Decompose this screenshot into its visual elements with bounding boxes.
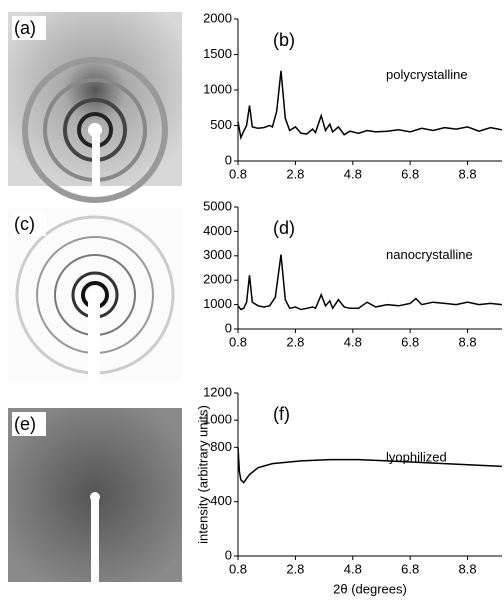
image-label: (e) [14, 414, 36, 434]
x-tick-label: 6.8 [401, 561, 419, 576]
series-label: lyophilized [386, 450, 447, 465]
x-tick-label: 2.8 [286, 334, 304, 349]
y-tick-label: 5000 [203, 198, 232, 213]
y-axis-label: intensity (arbitrary units) [195, 405, 210, 544]
x-tick-label: 0.8 [229, 334, 247, 349]
series-label: polycrystalline [386, 67, 468, 82]
x-tick-label: 4.8 [344, 561, 362, 576]
x-tick-label: 6.8 [401, 334, 419, 349]
data-line [237, 447, 503, 484]
panel-label: (f) [273, 404, 290, 424]
y-tick-label: 0 [225, 152, 232, 167]
x-axis-label: 2θ (degrees) [333, 581, 407, 596]
series-label: nanocrystalline [386, 247, 473, 262]
y-tick-label: 800 [210, 439, 232, 454]
panel-label: (d) [273, 218, 295, 238]
x-tick-label: 8.8 [459, 561, 477, 576]
x-tick-label: 0.8 [229, 561, 247, 576]
image-label: (c) [14, 214, 35, 234]
x-tick-label: 4.8 [344, 334, 362, 349]
x-tick-label: 2.8 [286, 561, 304, 576]
y-tick-label: 1200 [203, 384, 232, 399]
image-c [8, 208, 182, 382]
y-tick-label: 0 [225, 320, 232, 335]
x-tick-label: 2.8 [286, 166, 304, 181]
y-tick-label: 2000 [203, 272, 232, 287]
y-tick-label: 500 [210, 117, 232, 132]
x-tick-label: 4.8 [344, 166, 362, 181]
label-box [12, 212, 46, 236]
x-tick-label: 0.8 [229, 166, 247, 181]
y-tick-label: 1000 [203, 412, 232, 427]
image-e [8, 408, 182, 582]
y-tick-label: 1500 [203, 46, 232, 61]
label-box [12, 412, 46, 436]
y-tick-label: 1000 [203, 296, 232, 311]
y-tick-label: 400 [210, 493, 232, 508]
data-line [237, 70, 503, 141]
image-a [8, 12, 182, 203]
x-tick-label: 8.8 [459, 334, 477, 349]
y-tick-label: 3000 [203, 247, 232, 262]
label-box [12, 16, 46, 40]
x-tick-label: 6.8 [401, 166, 419, 181]
y-tick-label: 0 [225, 547, 232, 562]
panel-label: (b) [273, 30, 295, 50]
y-tick-label: 1000 [203, 81, 232, 96]
y-tick-label: 2000 [203, 10, 232, 25]
x-tick-label: 8.8 [459, 166, 477, 181]
data-line [237, 254, 503, 311]
image-label: (a) [14, 18, 36, 38]
y-tick-label: 4000 [203, 223, 232, 238]
